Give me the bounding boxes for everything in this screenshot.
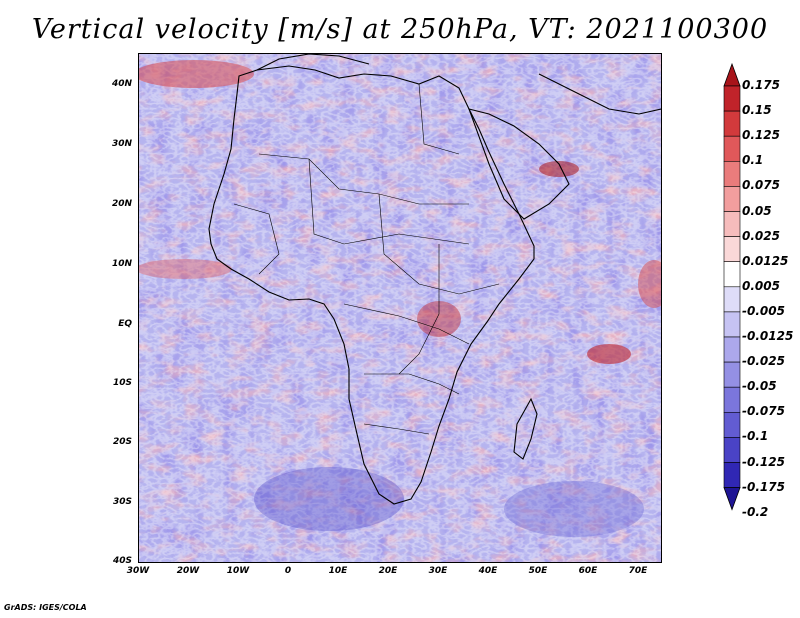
colorbar-swatch bbox=[723, 361, 741, 388]
lat-label-30s: 30S bbox=[112, 497, 132, 507]
colorbar-tick-label: 0.075 bbox=[742, 178, 780, 193]
lon-label-40e: 40E bbox=[478, 566, 498, 576]
south-indian-sinking-region bbox=[504, 481, 644, 537]
colorbar-swatch bbox=[723, 135, 741, 162]
colorbar-tick-label: 0.025 bbox=[742, 228, 780, 243]
colorbar bbox=[723, 62, 741, 511]
colorbar-swatch bbox=[723, 186, 741, 212]
central-africa-rising-cell bbox=[417, 301, 461, 337]
colorbar-tick-label: 0.0125 bbox=[742, 253, 789, 268]
border-line bbox=[308, 158, 470, 245]
map-canvas bbox=[139, 54, 661, 562]
lon-label-30e: 30E bbox=[428, 566, 448, 576]
border-line bbox=[258, 153, 469, 205]
lon-label-0: 0 bbox=[284, 566, 292, 576]
colorbar-tick-label: 0.175 bbox=[742, 78, 780, 92]
colorbar-tick-label: 0.005 bbox=[742, 278, 780, 293]
colorbar-tick-label: -0.125 bbox=[742, 454, 785, 469]
coastlines bbox=[208, 54, 661, 505]
country-borders bbox=[233, 83, 500, 435]
colorbar-tick-label: -0.05 bbox=[742, 379, 777, 394]
lon-label-30w: 30W bbox=[126, 566, 150, 576]
colorbar-tick-label: -0.2 bbox=[742, 504, 769, 519]
colorbar-tick-label: -0.025 bbox=[742, 354, 785, 369]
colorbar-swatch bbox=[723, 311, 741, 338]
colorbar-tick-label: 0.15 bbox=[742, 103, 772, 118]
lat-label-20s: 20S bbox=[112, 437, 132, 447]
border-line bbox=[364, 373, 460, 395]
colorbar-swatch bbox=[723, 411, 741, 438]
lat-label-eq: EQ bbox=[118, 319, 132, 329]
velocity-map bbox=[138, 53, 662, 563]
colorbar-tick-label: 0.05 bbox=[742, 203, 772, 218]
footer-credit: GrADS: IGES/COLA bbox=[4, 603, 87, 612]
colorbar-swatch bbox=[723, 286, 741, 313]
itcz-atlantic-band bbox=[139, 259, 232, 279]
colorbar-tick-label: -0.175 bbox=[742, 479, 785, 494]
border-line bbox=[398, 244, 440, 375]
colorbar-swatch bbox=[723, 211, 741, 237]
ne-atlantic-jet-feature bbox=[139, 60, 254, 88]
lon-label-10e: 10E bbox=[328, 566, 348, 576]
lon-label-60e: 60E bbox=[578, 566, 598, 576]
colorbar-tick-label: 0.125 bbox=[742, 128, 780, 143]
border-line bbox=[418, 83, 460, 155]
lat-label-10n: 10N bbox=[111, 259, 132, 269]
lat-label-10s: 10S bbox=[112, 378, 132, 388]
map-title: Vertical velocity [m/s] at 250hPa, VT: 2… bbox=[31, 14, 769, 45]
africa-coastline bbox=[208, 65, 535, 505]
asia-coastline bbox=[538, 73, 661, 115]
colorbar-swatch bbox=[723, 386, 741, 413]
border-line bbox=[363, 423, 430, 435]
lon-label-50e: 50E bbox=[528, 566, 548, 576]
border-line bbox=[378, 193, 500, 295]
lon-label-70e: 70E bbox=[628, 566, 648, 576]
colorbar-tick-label: -0.075 bbox=[742, 404, 785, 419]
south-atlantic-sinking-region bbox=[254, 467, 404, 531]
europe-coastline bbox=[256, 54, 370, 71]
colorbar-tick-label: 0.1 bbox=[742, 153, 764, 168]
lat-label-20n: 20N bbox=[111, 199, 132, 209]
colorbar-tick-label: -0.0125 bbox=[742, 329, 794, 343]
border-line bbox=[233, 203, 280, 275]
colorbar-tick-label: -0.1 bbox=[742, 429, 769, 444]
colorbar-bottom-arrow bbox=[723, 487, 741, 511]
colorbar-swatch bbox=[723, 85, 741, 112]
border-line bbox=[343, 303, 470, 345]
colorbar-swatch bbox=[723, 261, 741, 288]
east-edge-rising-cell bbox=[638, 260, 661, 308]
fine-structure bbox=[139, 54, 661, 562]
madagascar-coastline bbox=[513, 397, 538, 460]
colorbar-swatch bbox=[723, 437, 741, 463]
colorbar-top-arrow bbox=[723, 62, 741, 87]
colorbar-tick-label: -0.005 bbox=[742, 303, 785, 318]
colorbar-swatch bbox=[723, 462, 741, 488]
lon-label-20w: 20W bbox=[176, 566, 200, 576]
indian-ocean-rising-cell bbox=[587, 344, 631, 364]
arabia-coastline bbox=[468, 108, 570, 220]
colorbar-swatch bbox=[723, 110, 741, 137]
lon-label-10w: 10W bbox=[226, 566, 250, 576]
colorbar-swatch bbox=[723, 236, 741, 263]
lat-label-40s: 40S bbox=[112, 556, 132, 566]
arabian-gulf-rising-cell bbox=[539, 161, 579, 177]
colorbar-swatch bbox=[723, 161, 741, 187]
lat-label-30n: 30N bbox=[111, 139, 132, 149]
lon-label-20e: 20E bbox=[378, 566, 398, 576]
colorbar-swatch bbox=[723, 336, 741, 363]
lat-label-40n: 40N bbox=[111, 79, 132, 89]
